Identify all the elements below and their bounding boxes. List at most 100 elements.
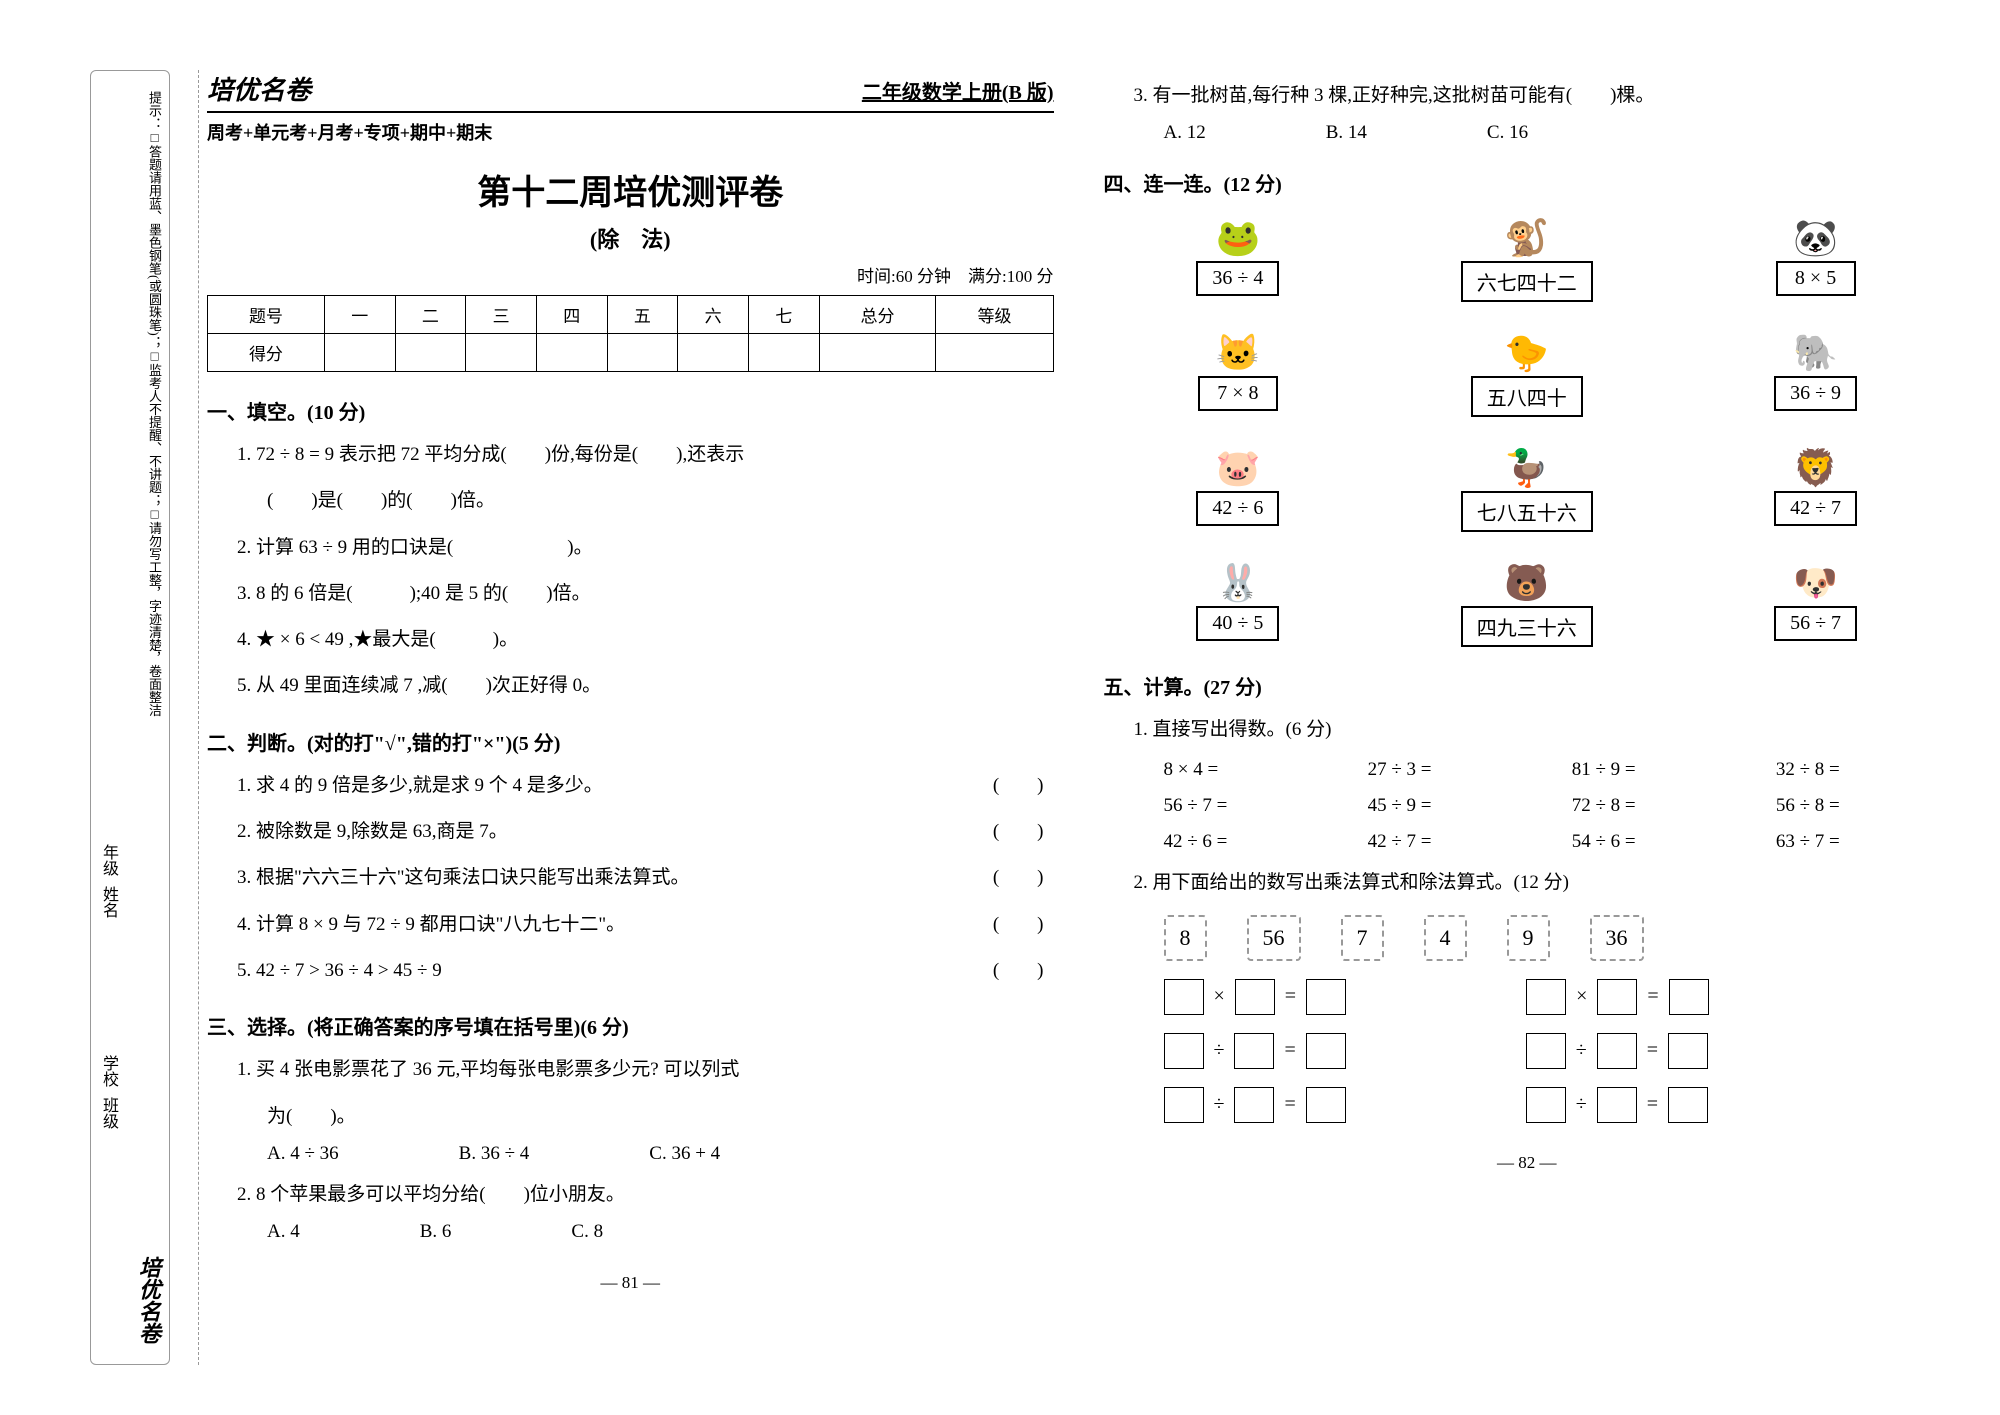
animal-icon: 🐰 [1124, 562, 1353, 604]
animal-icon: 🐒 [1412, 217, 1641, 259]
opt-b[interactable]: B. 6 [420, 1221, 452, 1243]
calc-item[interactable]: 56 ÷ 7 = [1164, 795, 1338, 817]
blank[interactable] [1669, 979, 1709, 1015]
equation-group-2: ÷= ÷= [1104, 1015, 1951, 1069]
th-grade: 等级 [936, 296, 1053, 334]
th-total: 总分 [819, 296, 936, 334]
page-content: 培优名卷 二年级数学上册(B 版) 周考+单元考+月考+专项+期中+期末 第十二… [207, 70, 1950, 1365]
q3-2-options: A. 4 B. 6 C. 8 [207, 1221, 1054, 1243]
q1-3: 3. 8 的 6 倍是( );40 是 5 的( )倍。 [207, 578, 1054, 610]
calc-grid: 8 × 4 = 27 ÷ 3 = 81 ÷ 9 = 32 ÷ 8 = 56 ÷ 7 = 4… [1104, 759, 1951, 853]
blank[interactable] [1597, 1033, 1637, 1069]
opt-b[interactable]: B. 14 [1326, 122, 1367, 144]
opt-c[interactable]: C. 36 + 4 [649, 1143, 720, 1165]
blank[interactable] [1235, 979, 1275, 1015]
blank[interactable] [1668, 1033, 1708, 1069]
num-card: 4 [1424, 915, 1467, 961]
q3-1-options: A. 4 ÷ 36 B. 36 ÷ 4 C. 36 + 4 [207, 1143, 1054, 1165]
calc-item[interactable]: 27 ÷ 3 = [1368, 759, 1542, 781]
calc-item[interactable]: 72 ÷ 8 = [1572, 795, 1746, 817]
calc-item[interactable]: 63 ÷ 7 = [1776, 831, 1950, 853]
brand-logo: 培优名卷 [207, 70, 311, 107]
calc-item[interactable]: 42 ÷ 6 = [1164, 831, 1338, 853]
score-table: 题号 一 二 三 四 五 六 七 总分 等级 得分 [207, 295, 1054, 372]
animal-icon: 🐶 [1701, 562, 1930, 604]
calc-item[interactable]: 8 × 4 = [1164, 759, 1338, 781]
match-item[interactable]: 🐰40 ÷ 5 [1124, 562, 1353, 647]
th-5: 五 [607, 296, 678, 334]
time-info: 时间:60 分钟 满分:100 分 [207, 262, 1054, 287]
match-item[interactable]: 🐻四九三十六 [1412, 562, 1641, 647]
calc-item[interactable]: 32 ÷ 8 = [1776, 759, 1950, 781]
num-card: 56 [1247, 915, 1301, 961]
match-label: 8 × 5 [1776, 261, 1856, 296]
match-item[interactable]: 🐸36 ÷ 4 [1124, 217, 1353, 302]
eq-row: ×= [1104, 979, 1347, 1015]
grade-label: 年级 [96, 844, 120, 876]
q1-4: 4. ★ × 6 < 49 ,★最大是( )。 [207, 624, 1054, 656]
opt-a[interactable]: A. 12 [1164, 122, 1206, 144]
blank[interactable] [1526, 1033, 1566, 1069]
q3-3: 3. 有一批树苗,每行种 3 棵,正好种完,这批树苗可能有( )棵。 [1104, 80, 1951, 112]
q2-5: 5. 42 ÷ 7 > 36 ÷ 4 > 45 ÷ 9( ) [207, 955, 1054, 987]
calc-item[interactable]: 56 ÷ 8 = [1776, 795, 1950, 817]
blank[interactable] [1306, 1087, 1346, 1123]
match-item[interactable]: 🐱7 × 8 [1124, 332, 1353, 417]
th-4: 四 [536, 296, 607, 334]
opt-a[interactable]: A. 4 [267, 1221, 300, 1243]
page-num-81: — 81 — [207, 1273, 1054, 1293]
blank[interactable] [1306, 1033, 1346, 1069]
opt-b[interactable]: B. 36 ÷ 4 [459, 1143, 530, 1165]
match-label: 四九三十六 [1461, 606, 1593, 647]
q2-3: 3. 根据"六六三十六"这句乘法口诀只能写出乘法算式。( ) [207, 862, 1054, 894]
animal-icon: 🐻 [1412, 562, 1641, 604]
blank[interactable] [1234, 1033, 1274, 1069]
opt-c[interactable]: C. 16 [1487, 122, 1528, 144]
animal-icon: 🐱 [1124, 332, 1353, 374]
match-item[interactable]: 🐤五八四十 [1412, 332, 1641, 417]
match-item[interactable]: 🐒六七四十二 [1412, 217, 1641, 302]
match-label: 六七四十二 [1461, 261, 1593, 302]
blank[interactable] [1164, 1033, 1204, 1069]
calc-item[interactable]: 45 ÷ 9 = [1368, 795, 1542, 817]
blank[interactable] [1234, 1087, 1274, 1123]
name-label: 姓名 [96, 886, 120, 918]
calc-item[interactable]: 81 ÷ 9 = [1572, 759, 1746, 781]
q2-4: 4. 计算 8 × 9 与 72 ÷ 9 都用口诀"八九七十二"。( ) [207, 909, 1054, 941]
match-item[interactable]: 🦆七八五十六 [1412, 447, 1641, 532]
calc-item[interactable]: 54 ÷ 6 = [1572, 831, 1746, 853]
animal-icon: 🐼 [1701, 217, 1930, 259]
sidebar-tips: 提示：□答题请用蓝、墨色钢笔(或圆珠笔)；□监考人不提醒、不讲题；□请勿写工整，… [96, 91, 164, 717]
blank[interactable] [1597, 979, 1637, 1015]
match-label: 42 ÷ 6 [1196, 491, 1279, 526]
match-item[interactable]: 🐘36 ÷ 9 [1701, 332, 1930, 417]
q1-5: 5. 从 49 里面连续减 7 ,减( )次正好得 0。 [207, 670, 1054, 702]
s5-p1: 1. 直接写出得数。(6 分) [1104, 714, 1951, 746]
opt-c[interactable]: C. 8 [571, 1221, 603, 1243]
animal-icon: 🐸 [1124, 217, 1353, 259]
blank[interactable] [1526, 1087, 1566, 1123]
blank[interactable] [1306, 979, 1346, 1015]
blank[interactable] [1668, 1087, 1708, 1123]
match-item[interactable]: 🦁42 ÷ 7 [1701, 447, 1930, 532]
opt-a[interactable]: A. 4 ÷ 36 [267, 1143, 339, 1165]
match-item[interactable]: 🐷42 ÷ 6 [1124, 447, 1353, 532]
blank[interactable] [1597, 1087, 1637, 1123]
subheader: 周考+单元考+月考+专项+期中+期末 [207, 119, 1054, 145]
section-5-title: 五、计算。(27 分) [1104, 671, 1951, 700]
blank[interactable] [1526, 979, 1566, 1015]
blank[interactable] [1164, 1087, 1204, 1123]
q3-3-options: A. 12 B. 14 C. 16 [1104, 122, 1951, 144]
match-label: 7 × 8 [1198, 376, 1278, 411]
left-column: 培优名卷 二年级数学上册(B 版) 周考+单元考+月考+专项+期中+期末 第十二… [207, 70, 1054, 1365]
school-label: 学校 [96, 1055, 120, 1087]
match-item[interactable]: 🐶56 ÷ 7 [1701, 562, 1930, 647]
match-item[interactable]: 🐼8 × 5 [1701, 217, 1930, 302]
match-label: 36 ÷ 4 [1196, 261, 1279, 296]
calc-item[interactable]: 42 ÷ 7 = [1368, 831, 1542, 853]
right-column: 3. 有一批树苗,每行种 3 棵,正好种完,这批树苗可能有( )棵。 A. 12… [1104, 70, 1951, 1365]
q2-2: 2. 被除数是 9,除数是 63,商是 7。( ) [207, 816, 1054, 848]
blank[interactable] [1164, 979, 1204, 1015]
s5-p2: 2. 用下面给出的数写出乘法算式和除法算式。(12 分) [1104, 867, 1951, 899]
eq-row: ×= [1466, 979, 1709, 1015]
